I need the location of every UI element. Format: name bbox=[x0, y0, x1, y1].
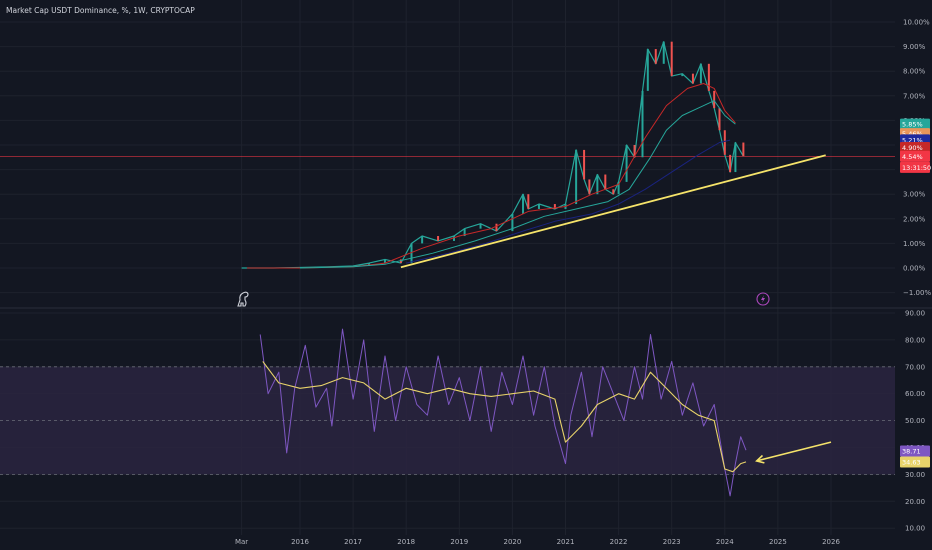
lightning-icon[interactable] bbox=[756, 292, 770, 306]
x-tick-label: 2024 bbox=[716, 538, 734, 546]
x-tick-label: 2019 bbox=[450, 538, 468, 546]
price-label-badge-bg bbox=[900, 141, 930, 153]
price-y-tick-label: 7.00% bbox=[903, 92, 926, 100]
rsi-line bbox=[259, 328, 747, 497]
rsi-value-badge-text: 38.71 bbox=[902, 447, 921, 455]
rsi-y-tick-label: 80.00 bbox=[905, 336, 925, 344]
moving-average-line bbox=[246, 83, 736, 269]
rsi-y-tick-label: 70.00 bbox=[905, 363, 925, 371]
price-y-tick-label: 0.00% bbox=[903, 265, 926, 273]
price-label-badge-bg bbox=[900, 150, 930, 162]
x-tick-label: 2017 bbox=[344, 538, 362, 546]
price-y-tick-label: 10.00% bbox=[903, 19, 930, 27]
price-label-badge-text: 5.21% bbox=[902, 136, 923, 144]
price-label-badge-bg bbox=[900, 161, 930, 173]
price-y-tick-label: 2.00% bbox=[903, 215, 926, 223]
price-label-badge-text: 4.90% bbox=[902, 144, 923, 152]
x-tick-label: 2018 bbox=[397, 538, 415, 546]
rsi-value-badge-text: 34.63 bbox=[902, 458, 921, 466]
price-label-badge-bg bbox=[900, 118, 930, 130]
dinosaur-icon[interactable] bbox=[237, 291, 249, 307]
rsi-band-layer bbox=[0, 366, 895, 475]
rsi-ma-line bbox=[262, 361, 747, 473]
x-tick-label: 2016 bbox=[291, 538, 309, 546]
annotation-arrow-shaft bbox=[756, 441, 832, 462]
price-y-tick-label: 3.00% bbox=[903, 191, 926, 199]
annotation-arrow-head bbox=[755, 454, 765, 464]
rsi-y-tick-label: 20.00 bbox=[905, 498, 925, 506]
price-label-badge: 5.85% bbox=[900, 118, 930, 130]
rsi-layer bbox=[259, 328, 832, 497]
rsi-y-tick-label: 10.00 bbox=[905, 525, 925, 533]
price-label-badge-text: 5.85% bbox=[902, 121, 923, 129]
price-label-badge-text: 5.46% bbox=[902, 130, 923, 138]
price-y-tick-label: 9.00% bbox=[903, 43, 926, 51]
rsi-value-badge-bg bbox=[900, 456, 930, 468]
trendline bbox=[400, 154, 826, 269]
rsi-value-badge: 34.63 bbox=[900, 456, 930, 468]
x-tick-label: 2022 bbox=[610, 538, 628, 546]
rsi-y-tick-label: 90.00 bbox=[905, 310, 925, 318]
price-layer bbox=[0, 41, 895, 269]
rsi-y-tick-label: 50.00 bbox=[905, 417, 925, 425]
price-label-badge: 4.54% bbox=[900, 150, 930, 162]
x-tick-label: 2025 bbox=[769, 538, 787, 546]
price-label-badge: 4.90% bbox=[900, 141, 930, 153]
x-tick-label: 2026 bbox=[822, 538, 840, 546]
moving-average-line bbox=[299, 100, 736, 269]
rsi-y-tick-label: 30.00 bbox=[905, 471, 925, 479]
rsi-y-tick-label: 60.00 bbox=[905, 390, 925, 398]
price-y-tick-label: −1.00% bbox=[903, 289, 931, 297]
price-label-badge-text: 4.54% bbox=[902, 153, 923, 161]
x-tick-label: 2023 bbox=[663, 538, 681, 546]
price-label-badge-text: 13:31:50 bbox=[902, 164, 931, 172]
x-tick-label: Mar bbox=[235, 538, 248, 546]
x-tick-label: 2021 bbox=[557, 538, 575, 546]
price-label-badge: 13:31:50 bbox=[900, 161, 931, 173]
labels-layer: Mar 2016 2017 2018 2019 2020 2021 2022 2023 2024 2… bbox=[235, 19, 931, 547]
x-tick-label: 2020 bbox=[503, 538, 521, 546]
moving-average-line bbox=[406, 139, 731, 264]
price-y-tick-label: 1.00% bbox=[903, 240, 926, 248]
rsi-value-badge: 38.71 bbox=[900, 445, 930, 457]
price-y-tick-label: 8.00% bbox=[903, 68, 926, 76]
chart-title: Market Cap USDT Dominance, %, 1W, CRYPTO… bbox=[6, 6, 195, 15]
rsi-value-badge-bg bbox=[900, 445, 930, 457]
